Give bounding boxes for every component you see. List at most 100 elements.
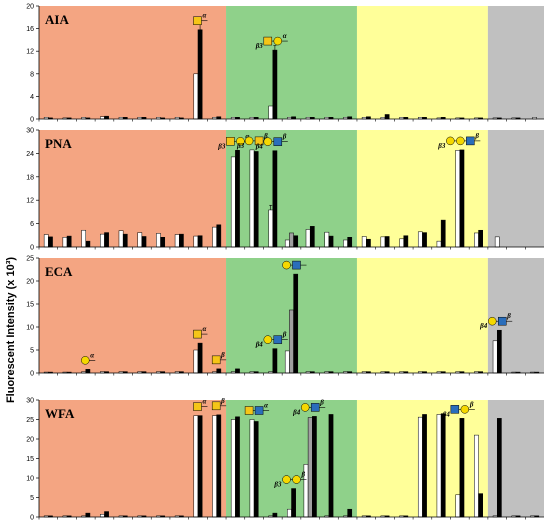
bar bbox=[216, 224, 222, 248]
bar bbox=[137, 232, 143, 248]
bar bbox=[478, 229, 483, 248]
linkage-label: β4 bbox=[255, 341, 264, 349]
bar bbox=[197, 415, 203, 518]
bar bbox=[268, 105, 274, 120]
galnac-square-icon bbox=[226, 137, 235, 146]
anomeric-label: α bbox=[202, 325, 206, 333]
bar bbox=[474, 232, 479, 248]
glycan-symbol: β β4 bbox=[255, 331, 288, 349]
bar bbox=[309, 226, 315, 248]
bar bbox=[422, 414, 427, 518]
glycan-symbol: α bbox=[81, 351, 96, 365]
y-tick-label: 15 bbox=[26, 302, 34, 309]
galactose-circle-icon bbox=[446, 136, 455, 146]
bar bbox=[212, 226, 217, 248]
bar bbox=[230, 419, 236, 518]
bar bbox=[104, 115, 109, 120]
y-tick-label: 8 bbox=[30, 71, 34, 78]
bar bbox=[361, 236, 367, 248]
panel-title: AIA bbox=[45, 12, 69, 27]
bar bbox=[197, 235, 203, 248]
y-tick-label: 12 bbox=[26, 49, 34, 56]
glycan-symbol: β β4 bbox=[479, 312, 513, 330]
bar bbox=[156, 233, 161, 248]
bar bbox=[85, 512, 91, 518]
bar bbox=[100, 233, 105, 248]
bar bbox=[343, 239, 348, 248]
glcnac-square-icon bbox=[273, 137, 283, 146]
anomeric-label: β bbox=[474, 132, 479, 140]
bar bbox=[459, 418, 465, 518]
y-tick-label: 15 bbox=[26, 456, 34, 463]
galactose-circle-icon bbox=[263, 137, 273, 146]
y-tick-label: 10 bbox=[26, 325, 34, 332]
bar bbox=[85, 240, 91, 248]
linkage-label: β3 bbox=[273, 481, 282, 489]
bar bbox=[478, 493, 483, 518]
galnac-square-icon bbox=[211, 401, 221, 411]
bar bbox=[43, 234, 49, 248]
y-tick-label: 5 bbox=[30, 348, 34, 355]
bar bbox=[307, 417, 313, 518]
anomeric-label: α bbox=[283, 32, 287, 40]
y-tick-label: 20 bbox=[26, 279, 34, 286]
panel-title: WFA bbox=[45, 406, 75, 421]
bar bbox=[293, 273, 299, 374]
bar bbox=[289, 232, 294, 248]
glycan-symbol bbox=[282, 260, 307, 270]
bar bbox=[85, 369, 91, 374]
bar bbox=[422, 232, 427, 248]
linkage-label: β4 bbox=[442, 410, 451, 418]
bar bbox=[403, 235, 409, 248]
glycan-symbol: β β3 bbox=[437, 132, 481, 150]
y-tick-label: 12 bbox=[26, 198, 34, 205]
region-yellow bbox=[356, 130, 488, 247]
bar bbox=[293, 235, 299, 248]
y-tick-label: 0 bbox=[30, 245, 34, 252]
bar bbox=[474, 434, 479, 518]
anomeric-label: α bbox=[202, 12, 206, 20]
anomeric-label: β bbox=[220, 397, 225, 405]
y-tick-label: 24 bbox=[26, 151, 34, 158]
galactose-circle-icon bbox=[273, 36, 283, 46]
bar bbox=[440, 413, 446, 518]
glycan-symbol: α bbox=[244, 402, 270, 415]
bar bbox=[380, 236, 386, 248]
region-green bbox=[226, 6, 357, 119]
y-tick-label: 10 bbox=[26, 476, 34, 483]
bar bbox=[253, 151, 259, 248]
bar bbox=[417, 231, 423, 248]
anomeric-label: α bbox=[90, 351, 94, 359]
panel-eca: 0 5 10 15 20 25 ECA α α β β β4 β β4 bbox=[26, 256, 544, 378]
glcnac-square-icon bbox=[497, 316, 507, 326]
y-tick-label: 18 bbox=[26, 174, 34, 181]
linkage-label: β4 bbox=[255, 143, 264, 151]
y-tick-label: 30 bbox=[26, 398, 34, 405]
region-green bbox=[226, 130, 357, 247]
y-tick-label: 20 bbox=[26, 437, 34, 444]
galactose-circle-icon bbox=[292, 475, 301, 484]
y-tick-label: 20 bbox=[26, 4, 34, 11]
region-gray bbox=[487, 130, 544, 247]
glcnac-square-icon bbox=[450, 405, 460, 414]
bar bbox=[496, 418, 502, 518]
galactose-circle-icon bbox=[487, 316, 497, 326]
bar bbox=[104, 232, 109, 248]
anomeric-label: β bbox=[282, 133, 287, 141]
panel-wfa: 0 5 10 15 20 25 30 WFA α β α β β3 β β4 β β4 bbox=[26, 397, 544, 522]
galactose-circle-icon bbox=[300, 403, 310, 412]
bar bbox=[287, 508, 292, 518]
bar bbox=[193, 235, 199, 248]
y-tick-label: 0 bbox=[30, 117, 34, 124]
y-tick-label: 25 bbox=[26, 256, 34, 263]
bar bbox=[324, 231, 330, 248]
bar bbox=[160, 237, 166, 248]
bar bbox=[284, 350, 290, 374]
bar bbox=[249, 149, 255, 248]
bar bbox=[216, 368, 222, 374]
glycan-symbol: αβ3 bbox=[217, 132, 251, 150]
galactose-circle-icon bbox=[282, 475, 291, 484]
anomeric-label: α bbox=[202, 398, 206, 406]
y-tick-label: 6 bbox=[30, 221, 34, 228]
